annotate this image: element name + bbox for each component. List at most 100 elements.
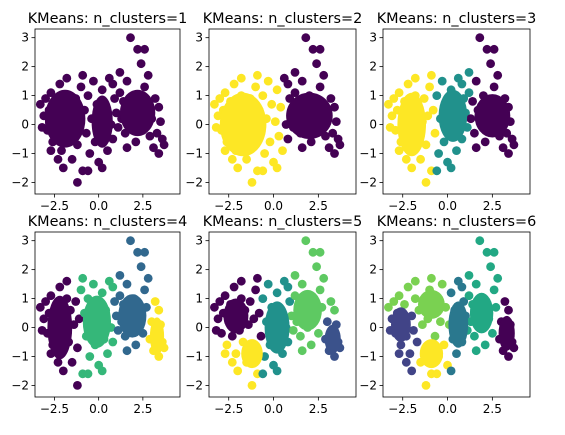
scatter-point bbox=[475, 236, 484, 245]
scatter-point bbox=[73, 178, 82, 187]
scatter-point bbox=[131, 138, 140, 147]
scatter-point bbox=[84, 91, 93, 100]
scatter-point bbox=[404, 283, 413, 292]
x-tick-label: 2.5 bbox=[483, 199, 502, 213]
scatter-point bbox=[490, 83, 499, 92]
subplot-title: KMeans: n_clusters=2 bbox=[203, 11, 363, 27]
scatter-point bbox=[465, 291, 474, 300]
cluster-mass bbox=[92, 96, 113, 148]
cluster-mass bbox=[448, 301, 468, 347]
y-tick-label: 0 bbox=[195, 321, 203, 335]
y-tick-label: −2 bbox=[11, 175, 29, 189]
scatter-point bbox=[233, 164, 242, 173]
x-tick-label: 0.0 bbox=[89, 402, 108, 416]
scatter-point bbox=[258, 369, 267, 378]
scatter-point bbox=[230, 283, 239, 292]
x-tick-label: 2.5 bbox=[309, 199, 328, 213]
scatter-point bbox=[160, 140, 169, 149]
x-tick-label: 2.5 bbox=[133, 402, 152, 416]
x-tick-label: 0.0 bbox=[264, 199, 283, 213]
scatter-point bbox=[490, 248, 499, 257]
scatter-point bbox=[273, 367, 282, 376]
scatter-point bbox=[330, 149, 339, 158]
y-tick-label: 0 bbox=[21, 321, 29, 335]
scatter-point bbox=[422, 381, 431, 390]
scatter-point bbox=[298, 77, 307, 86]
scatter-point bbox=[472, 346, 481, 355]
scatter-point bbox=[436, 317, 445, 326]
y-tick-label: 2 bbox=[195, 263, 203, 277]
scatter-point bbox=[402, 155, 411, 164]
scatter-point bbox=[154, 149, 163, 158]
scatter-point bbox=[472, 77, 481, 86]
scatter-point bbox=[89, 280, 98, 289]
scatter-point bbox=[501, 297, 510, 306]
scatter-point bbox=[472, 143, 481, 152]
scatter-point bbox=[55, 80, 64, 89]
scatter-point bbox=[395, 88, 404, 97]
scatter-point bbox=[71, 297, 80, 306]
scatter-point bbox=[114, 123, 123, 132]
scatter-point bbox=[85, 352, 94, 361]
scatter-point bbox=[332, 117, 341, 126]
y-tick-label: 3 bbox=[369, 234, 377, 248]
scatter-point bbox=[407, 164, 416, 173]
scatter-point bbox=[327, 94, 336, 103]
scatter-point bbox=[432, 369, 441, 378]
scatter-point bbox=[140, 286, 149, 295]
x-tick-label: −2.5 bbox=[388, 199, 417, 213]
scatter-point bbox=[481, 138, 490, 147]
scatter-point bbox=[212, 123, 221, 132]
scatter-point bbox=[232, 349, 241, 358]
cluster-mass bbox=[265, 301, 290, 353]
scatter-point bbox=[395, 291, 404, 300]
scatter-point bbox=[98, 164, 107, 173]
scatter-point bbox=[246, 297, 255, 306]
scatter-point bbox=[108, 80, 117, 89]
scatter-point bbox=[402, 358, 411, 367]
x-tick-label: 0.0 bbox=[89, 199, 108, 213]
cluster-mass bbox=[293, 290, 322, 331]
scatter-point bbox=[425, 83, 434, 92]
scatter-point bbox=[427, 71, 436, 80]
cluster-mass bbox=[397, 93, 426, 157]
scatter-point bbox=[154, 306, 163, 315]
scatter-point bbox=[395, 349, 404, 358]
scatter-point bbox=[140, 83, 149, 92]
scatter-point bbox=[68, 358, 77, 367]
y-tick-label: 2 bbox=[369, 263, 377, 277]
scatter-point bbox=[116, 291, 125, 300]
x-tick-label: −2.5 bbox=[388, 402, 417, 416]
cluster-mass bbox=[83, 296, 111, 348]
scatter-point bbox=[429, 106, 438, 115]
scatter-point bbox=[468, 97, 477, 106]
y-tick-label: 3 bbox=[195, 234, 203, 248]
scatter-point bbox=[314, 329, 323, 338]
scatter-point bbox=[154, 103, 163, 112]
scatter-point bbox=[291, 271, 300, 280]
scatter-point bbox=[438, 77, 447, 86]
y-tick-label: 2 bbox=[21, 263, 29, 277]
scatter-point bbox=[486, 262, 495, 271]
scatter-point bbox=[452, 349, 461, 358]
scatter-point bbox=[298, 143, 307, 152]
y-tick-label: 0 bbox=[369, 321, 377, 335]
scatter-point bbox=[108, 338, 117, 347]
scatter-point bbox=[98, 85, 107, 94]
cluster-mass bbox=[120, 90, 155, 136]
cluster-mass bbox=[475, 94, 511, 137]
x-tick-label: −2.5 bbox=[214, 402, 243, 416]
scatter-point bbox=[470, 332, 479, 341]
scatter-point bbox=[291, 68, 300, 77]
y-tick-label: 3 bbox=[369, 31, 377, 45]
scatter-point bbox=[289, 326, 298, 335]
cluster-mass bbox=[220, 93, 267, 157]
scatter-point bbox=[278, 146, 287, 155]
cluster-mass bbox=[223, 299, 248, 334]
scatter-point bbox=[273, 288, 282, 297]
y-tick-label: 0 bbox=[21, 118, 29, 132]
subplot-title: KMeans: n_clusters=5 bbox=[203, 214, 363, 230]
scatter-point bbox=[84, 369, 93, 378]
subplot-title: KMeans: n_clusters=1 bbox=[28, 11, 188, 27]
scatter-point bbox=[140, 45, 149, 54]
